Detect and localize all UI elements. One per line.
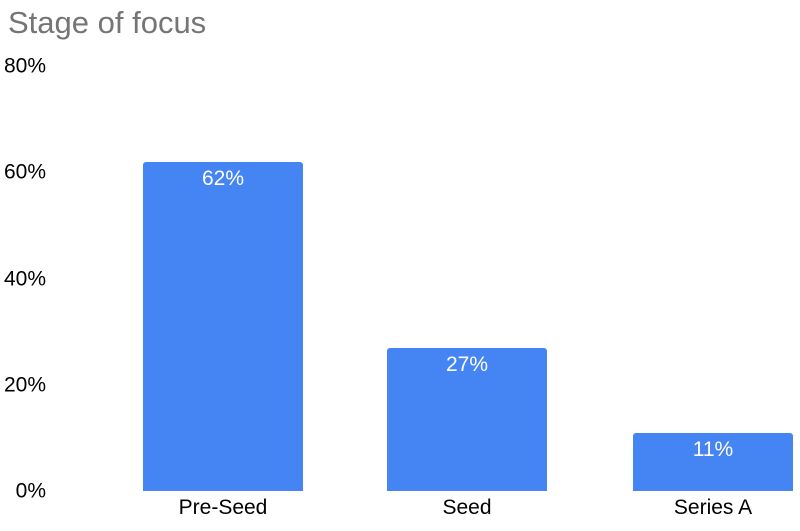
y-axis: 0% 20% 40% 60% 80% [0,0,46,531]
bar-value-label: 27% [445,353,489,376]
y-axis-tick-label: 80% [3,54,46,78]
y-axis-tick-label: 40% [3,267,46,290]
y-axis-tick-label: 0% [15,479,46,503]
x-axis-category-label: Pre-Seed [178,496,268,519]
y-axis-tick-label: 20% [3,373,46,397]
chart-title: Stage of focus [8,5,207,40]
bar-seed: 27% [387,348,547,491]
bar-pre-seed: 62% [143,162,303,491]
x-axis-category-label: Seed [442,496,492,519]
bar-value-label: 11% [692,438,734,461]
bar-value-label: 62% [201,167,245,190]
bar-series-a: 11% [633,433,793,491]
y-axis-tick-label: 60% [3,160,46,184]
x-axis-category-label: Series A [673,496,753,519]
